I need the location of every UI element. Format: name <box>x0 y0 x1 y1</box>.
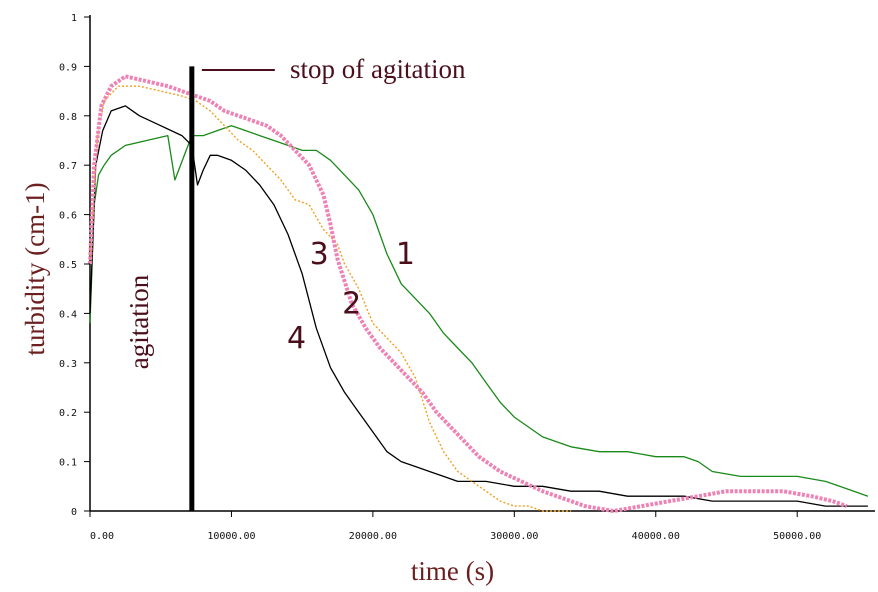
series-2-line <box>88 74 848 513</box>
series-3-label: 3 <box>310 237 329 272</box>
y-tick-label: 0.4 <box>59 309 77 320</box>
x-axis-title: time (s) <box>411 556 494 586</box>
y-axis-title: turbidity (cm-1) <box>20 182 50 355</box>
x-tick-label: 0.00 <box>90 531 114 542</box>
series-3-line <box>89 85 571 512</box>
x-axis-ticks: 0.00 10000.00 20000.00 30000.00 40000.00 5000… <box>89 511 821 542</box>
agitation-label: agitation <box>124 274 154 369</box>
y-tick-label: 0.9 <box>59 62 77 73</box>
series-4-line <box>89 105 868 507</box>
y-tick-label: 0.7 <box>59 161 77 172</box>
series-1-label: 1 <box>396 237 415 272</box>
series-2-label: 2 <box>342 286 361 321</box>
stop-of-agitation-label: stop of agitation <box>290 54 466 84</box>
x-tick-label: 50000.00 <box>773 531 821 542</box>
y-tick-label: 1 <box>71 13 77 24</box>
x-tick-label: 30000.00 <box>490 531 538 542</box>
y-tick-label: 0.5 <box>59 260 77 271</box>
x-tick-label: 10000.00 <box>207 531 255 542</box>
y-axis-ticks: 0 0.1 0.2 0.3 0.4 0.5 0.6 0.7 0.8 0.9 1 <box>59 13 90 518</box>
x-tick-label: 20000.00 <box>349 531 397 542</box>
y-tick-label: 0.2 <box>59 408 77 419</box>
y-tick-label: 0 <box>71 507 77 518</box>
y-tick-label: 0.6 <box>59 211 77 222</box>
series-layer <box>88 74 869 513</box>
plot-area <box>89 15 875 512</box>
overlay-layer: stop of agitation agitation <box>124 54 466 511</box>
y-tick-label: 0.8 <box>59 112 77 123</box>
axes-layer: 0.00 10000.00 20000.00 30000.00 40000.00 5000… <box>20 13 821 586</box>
x-tick-label: 40000.00 <box>632 531 680 542</box>
series-1-line <box>89 125 869 497</box>
y-tick-label: 0.1 <box>59 458 77 469</box>
y-tick-label: 0.3 <box>59 359 77 370</box>
curve-labels: 123 4 <box>287 237 415 356</box>
series-4-label: 4 <box>287 321 306 356</box>
